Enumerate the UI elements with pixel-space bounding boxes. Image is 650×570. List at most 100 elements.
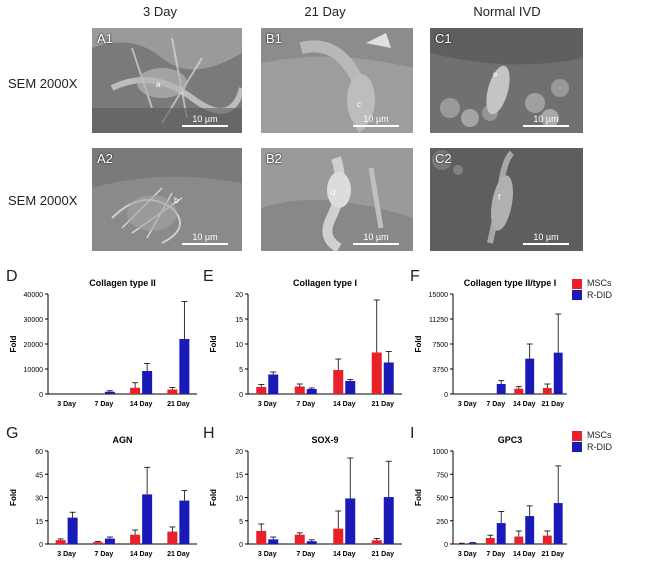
y-tick-label: 15000 (429, 292, 449, 299)
x-tick-label: 21 Day (167, 401, 190, 408)
panel-tag-a2: A2 (97, 151, 113, 166)
row-label-sem-2: SEM 2000X (8, 193, 78, 208)
bar-mscs (514, 388, 524, 394)
bar-mscs (294, 386, 305, 394)
y-tick-label: 0 (444, 542, 448, 549)
bar-mscs (542, 388, 552, 394)
legend-label-r-did: R-DID (587, 441, 612, 452)
bar-r-did (268, 539, 279, 544)
y-tick-label: 1000 (432, 449, 448, 456)
y-tick-label: 750 (436, 472, 448, 479)
y-axis-label: Fold (9, 335, 18, 352)
legend-swatch-mscs (572, 430, 582, 441)
x-tick-label: 3 Day (258, 401, 277, 408)
panel-tag-a1: A1 (97, 31, 113, 46)
y-tick-label: 15 (235, 472, 243, 479)
bar-r-did (383, 497, 394, 544)
scale-bar-b1: 10 µm (353, 114, 399, 127)
y-tick-label: 20000 (24, 342, 44, 349)
y-axis-label: Fold (209, 489, 218, 506)
row-label-sem-1: SEM 2000X (8, 76, 78, 91)
y-axis-label: Fold (414, 489, 423, 506)
bar-mscs (333, 370, 344, 394)
panel-letter-i: I (410, 425, 415, 442)
legend-top: MSCs R-DID (572, 278, 612, 301)
legend-item-mscs: MSCs (572, 430, 612, 441)
bar-r-did (345, 498, 356, 544)
x-tick-label: 3 Day (458, 551, 477, 558)
scale-bar-label: 10 µm (363, 232, 389, 242)
panel-tag-b2: B2 (266, 151, 282, 166)
y-tick-label: 30000 (24, 317, 44, 324)
x-tick-label: 14 Day (130, 551, 153, 558)
bar-mscs (167, 389, 178, 394)
y-tick-label: 10000 (24, 367, 44, 374)
y-tick-label: 15 (35, 519, 43, 526)
chart-title: Collagen type II (89, 278, 156, 288)
cell-label-c: c (357, 100, 361, 109)
x-tick-label: 7 Day (486, 551, 505, 558)
x-tick-label: 3 Day (258, 551, 277, 558)
panel-letter-f: F (410, 268, 420, 285)
y-tick-label: 0 (39, 392, 43, 399)
bar-mscs (542, 535, 552, 544)
x-tick-label: 21 Day (371, 551, 394, 558)
y-tick-label: 250 (436, 519, 448, 526)
y-tick-label: 0 (39, 542, 43, 549)
x-tick-label: 7 Day (296, 551, 315, 558)
bar-r-did (345, 381, 356, 394)
bar-r-did (104, 538, 115, 544)
bar-r-did (525, 516, 535, 544)
scale-bar-b2: 10 µm (353, 232, 399, 245)
x-tick-label: 21 Day (541, 551, 564, 558)
legend-label-r-did: R-DID (587, 289, 612, 300)
chart-title: Collagen type I (293, 278, 357, 288)
scale-bar-label: 10 µm (192, 232, 218, 242)
bar-r-did (306, 541, 317, 544)
cell-label-d: d (331, 188, 336, 197)
bar-r-did (179, 500, 190, 544)
panel-tag-b1: B1 (266, 31, 282, 46)
y-tick-label: 5 (239, 367, 243, 374)
bar-r-did (553, 503, 563, 544)
bar-mscs (514, 536, 524, 544)
column-header-normal-ivd: Normal IVD (473, 4, 541, 19)
x-tick-label: 7 Day (296, 401, 315, 408)
y-axis-label: Fold (9, 489, 18, 506)
y-tick-label: 60 (35, 449, 43, 456)
legend-swatch-r-did (572, 290, 582, 301)
x-tick-label: 7 Day (95, 551, 114, 558)
bar-r-did (496, 523, 506, 544)
x-tick-label: 21 Day (541, 401, 564, 408)
y-tick-label: 11250 (429, 317, 448, 324)
chart-sox-9: SOX-9 Fold 0 5 10 15 20 3 Day 7 Day 14 Day 21 Day (209, 435, 402, 558)
sem-image-a2: A2 b 10 µm (92, 148, 242, 251)
sem-image-a1: A1 a 10 µm (92, 28, 242, 133)
chart-gpc3: GPC3 Fold 0 250 500 750 1000 3 Day 7 Day 14 Day 21… (414, 435, 567, 558)
y-tick-label: 10 (235, 342, 243, 349)
x-tick-label: 7 Day (95, 401, 114, 408)
x-tick-label: 14 Day (513, 551, 536, 558)
bar-mscs (167, 531, 178, 544)
bar-mscs (294, 534, 305, 544)
chart-collagen-type-i: Collagen type I Fold 0 5 10 15 20 3 Day 7 Day 14 … (209, 278, 402, 408)
y-tick-label: 15 (235, 317, 243, 324)
bar-r-did (553, 352, 563, 394)
legend-bottom: MSCs R-DID (572, 430, 612, 453)
bar-r-did (179, 339, 190, 394)
scale-bar-label: 10 µm (533, 114, 559, 124)
legend-item-mscs: MSCs (572, 278, 612, 289)
y-tick-label: 30 (35, 496, 43, 503)
scale-bar-label: 10 µm (192, 114, 218, 124)
y-axis-label: Fold (209, 335, 218, 352)
panel-letter-e: E (203, 268, 214, 285)
y-tick-label: 20 (235, 292, 243, 299)
cell-label-b: b (174, 196, 179, 205)
scale-bar-label: 10 µm (363, 114, 389, 124)
sem-image-b1: B1 c 10 µm (261, 28, 413, 133)
chart-title: SOX-9 (311, 435, 338, 445)
legend-label-mscs: MSCs (587, 430, 612, 440)
bar-r-did (496, 384, 506, 394)
legend-swatch-mscs (572, 278, 582, 289)
chart-collagen-type-ii: Collagen type II Fold 0 10000 20000 30000 4000… (9, 278, 197, 408)
